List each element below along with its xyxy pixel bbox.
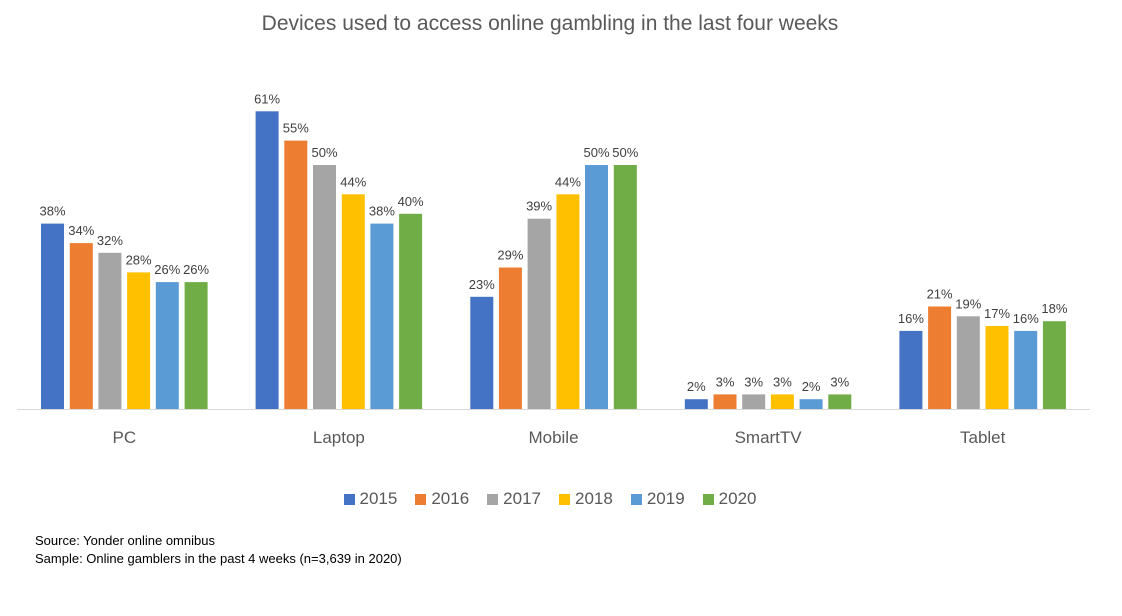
data-label-pc-2017: 32%: [97, 233, 123, 248]
bar-smarttv-2018: [770, 394, 794, 409]
data-label-mobile-2019: 50%: [583, 145, 609, 160]
bar-laptop-2020: [399, 213, 423, 409]
data-label-pc-2020: 26%: [183, 262, 209, 277]
data-label-smarttv-2020: 3%: [830, 374, 849, 389]
legend-item-2015: 2015: [343, 489, 398, 509]
data-label-mobile-2018: 44%: [555, 174, 581, 189]
bar-mobile-2015: [470, 296, 494, 409]
category-label-pc: PC: [112, 428, 136, 447]
bar-pc-2018: [127, 272, 151, 409]
category-label-smarttv: SmartTV: [735, 428, 803, 447]
data-label-smarttv-2017: 3%: [744, 374, 763, 389]
chart-title: Devices used to access online gambling i…: [261, 12, 839, 35]
bar-mobile-2019: [585, 165, 608, 409]
bar-smarttv-2016: [713, 394, 737, 409]
data-label-smarttv-2018: 3%: [773, 374, 792, 389]
data-label-laptop-2015: 61%: [254, 91, 280, 106]
legend-item-2018: 2018: [559, 489, 613, 509]
category-label-tablet: Tablet: [960, 428, 1006, 447]
data-label-pc-2018: 28%: [126, 252, 152, 267]
legend-label-2019: 2019: [646, 489, 685, 508]
bar-mobile-2020: [613, 165, 637, 409]
category-label-mobile: Mobile: [528, 428, 578, 447]
data-label-pc-2019: 26%: [154, 262, 180, 277]
legend-swatch-2017: [487, 493, 499, 505]
bar-laptop-2016: [284, 140, 308, 409]
bar-mobile-2016: [498, 267, 522, 409]
source-note: Source: Yonder online omnibus: [35, 533, 215, 548]
data-label-tablet-2015: 16%: [898, 311, 924, 326]
legend-label-2017: 2017: [503, 489, 541, 508]
legend-item-2019: 2019: [630, 489, 685, 509]
bar-pc-2019: [155, 282, 179, 409]
legend-label-2018: 2018: [575, 489, 613, 508]
data-label-pc-2016: 34%: [68, 223, 94, 238]
legend-item-2020: 2020: [702, 489, 757, 509]
bar-laptop-2018: [341, 194, 365, 409]
data-label-tablet-2020: 18%: [1041, 301, 1067, 316]
bar-smarttv-2019: [799, 399, 823, 409]
data-label-tablet-2017: 19%: [955, 296, 981, 311]
legend-label-2015: 2015: [359, 489, 398, 508]
bar-smarttv-2017: [742, 394, 766, 409]
legend-swatch-2018: [559, 493, 570, 505]
legend-label-2016: 2016: [431, 489, 470, 508]
bar-laptop-2019: [370, 223, 394, 409]
data-label-tablet-2016: 21%: [927, 287, 953, 302]
legend-item-2016: 2016: [415, 489, 469, 509]
bar-mobile-2017: [527, 218, 551, 409]
data-label-laptop-2020: 40%: [398, 194, 424, 209]
bar-tablet-2019: [1014, 330, 1038, 409]
data-label-smarttv-2015: 2%: [687, 379, 706, 394]
bar-pc-2015: [41, 223, 64, 409]
bar-laptop-2017: [313, 165, 336, 409]
bar-tablet-2017: [956, 316, 980, 409]
category-label-laptop: Laptop: [313, 428, 365, 447]
bar-pc-2020: [184, 282, 208, 409]
category-labels-layer: PC Laptop Mobile SmartTV Tablet: [112, 428, 1005, 447]
data-label-laptop-2017: 50%: [311, 145, 337, 160]
legend-swatch-2016: [415, 493, 427, 505]
bar-laptop-2015: [255, 111, 279, 410]
data-labels-layer: 38%34%32%28%26% 26%61%55%50%44%38%40%23%2…: [39, 91, 1067, 394]
legend-swatch-2019: [630, 493, 642, 505]
bar-tablet-2018: [985, 326, 1009, 409]
data-label-tablet-2018: 17%: [984, 306, 1010, 321]
legend-swatch-2015: [343, 493, 355, 505]
bar-smarttv-2015: [684, 399, 708, 409]
data-label-mobile-2016: 29%: [497, 248, 523, 263]
bar-tablet-2016: [928, 306, 952, 409]
bar-pc-2016: [69, 243, 93, 409]
data-label-smarttv-2019: 2%: [802, 379, 821, 394]
legend-item-2017: 2017: [487, 489, 541, 509]
data-label-mobile-2020: 50%: [612, 145, 638, 160]
chart-legend: 2015 2016 2017 2018 2019 2020: [0, 489, 1100, 509]
data-label-smarttv-2016: 3%: [716, 374, 735, 389]
data-label-laptop-2018: 44%: [340, 174, 366, 189]
data-label-laptop-2016: 55%: [283, 121, 309, 136]
data-label-laptop-2019: 38%: [369, 204, 395, 219]
data-label-pc-2015: 38%: [39, 204, 65, 219]
data-label-mobile-2017: 39%: [526, 199, 552, 214]
bar-pc-2017: [98, 252, 122, 409]
bar-tablet-2020: [1042, 321, 1066, 409]
bar-mobile-2018: [556, 194, 580, 409]
data-label-tablet-2019: 16%: [1013, 311, 1039, 326]
bar-tablet-2015: [899, 330, 923, 409]
data-label-mobile-2015: 23%: [469, 277, 495, 292]
sample-note: Sample: Online gamblers in the past 4 we…: [35, 551, 402, 566]
bar-chart: 38%34%32%28%26% 26%61%55%50%44%38%40%23%2…: [17, 91, 1090, 447]
bar-smarttv-2020: [828, 394, 852, 409]
legend-label-2020: 2020: [718, 489, 757, 508]
legend-swatch-2020: [702, 493, 714, 505]
bars-layer: [41, 111, 1066, 410]
